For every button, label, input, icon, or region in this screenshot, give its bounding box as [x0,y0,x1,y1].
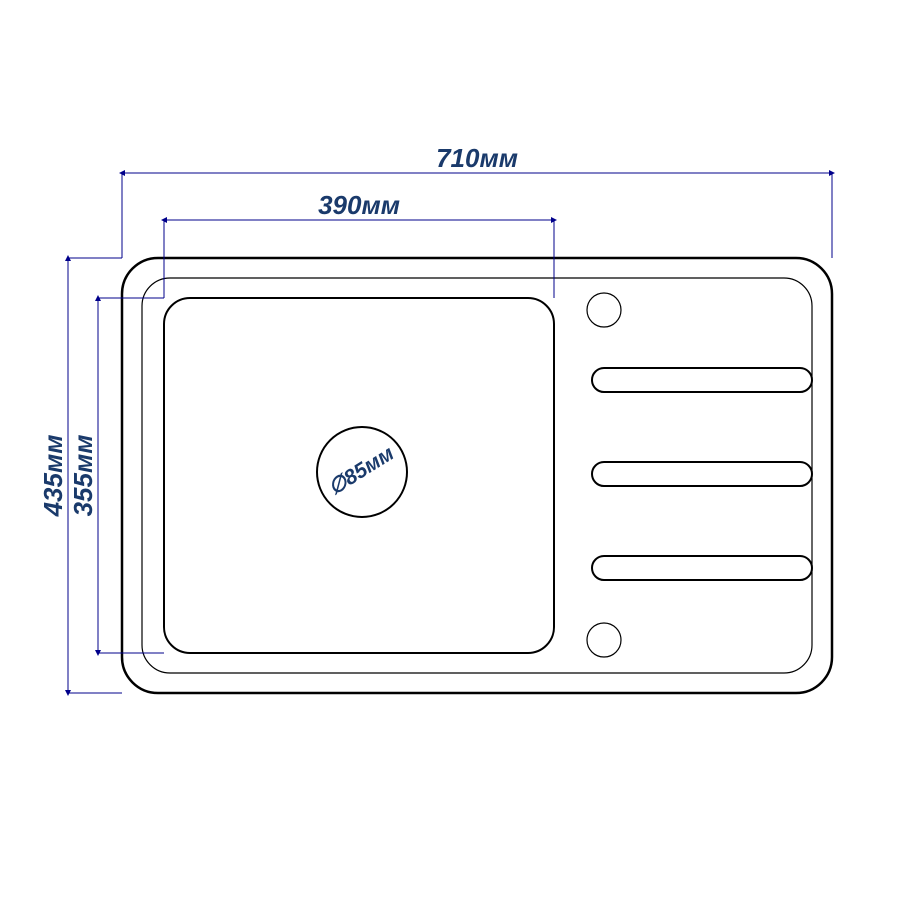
svg-text:435мм: 435мм [38,435,68,518]
drainer-rib [592,368,812,392]
svg-text:710мм: 710мм [436,143,518,173]
drainer-rib [592,462,812,486]
tap-hole-bottom [587,623,621,657]
drainer-rib [592,556,812,580]
h-dim-label: 390мм390мм [318,190,400,220]
v-dim-label: 355мм355мм [68,435,98,517]
tap-hole-top [587,293,621,327]
svg-text:390мм: 390мм [318,190,400,220]
h-dim-label: 710мм710мм [436,143,518,173]
v-dim-label: 435мм435мм [38,435,68,518]
dimensions-group: 710мм710мм 390мм390мм 435мм435мм355мм355мм… [38,143,832,693]
sink-outline [122,258,832,693]
svg-text:355мм: 355мм [68,435,98,517]
